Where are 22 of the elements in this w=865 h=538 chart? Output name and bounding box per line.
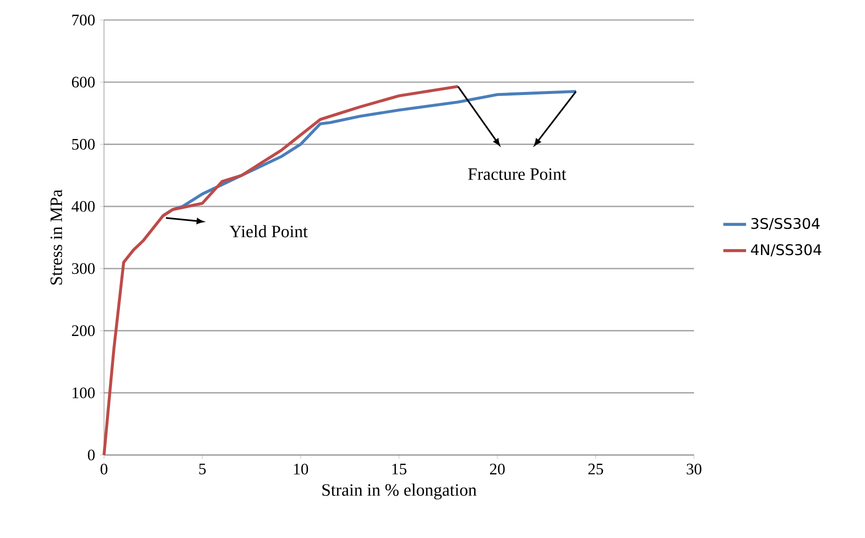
y-tick-label: 400	[72, 201, 95, 212]
annotation: Fracture Point	[468, 168, 566, 180]
x-tick-label: 10	[294, 464, 308, 474]
x-tick-label: 30	[686, 464, 702, 474]
y-tick-label: 700	[72, 14, 95, 26]
x-tick-label: 5	[199, 464, 206, 474]
legend-label: 4N/SS304	[750, 244, 822, 256]
y-axis-title: Stress in MPa	[50, 190, 62, 284]
y-tick-label: 500	[72, 138, 95, 150]
annotation: Yield Point	[230, 225, 308, 238]
legend-label: 3S/SS304	[751, 218, 820, 230]
x-axis-title: Strain in % elongation	[322, 484, 476, 500]
y-tick-label: 300	[72, 263, 95, 274]
x-tick-label: 0	[100, 464, 108, 474]
y-tick-label: 200	[72, 325, 95, 336]
x-tick-label: 15	[392, 464, 406, 474]
y-tick-label: 600	[72, 76, 95, 88]
line-series	[102, 85, 460, 456]
x-tick-label: 20	[490, 464, 505, 474]
y-tick-label: 100	[72, 387, 95, 398]
y-tick-label: 0	[88, 450, 95, 460]
x-tick-label: 25	[588, 464, 604, 474]
